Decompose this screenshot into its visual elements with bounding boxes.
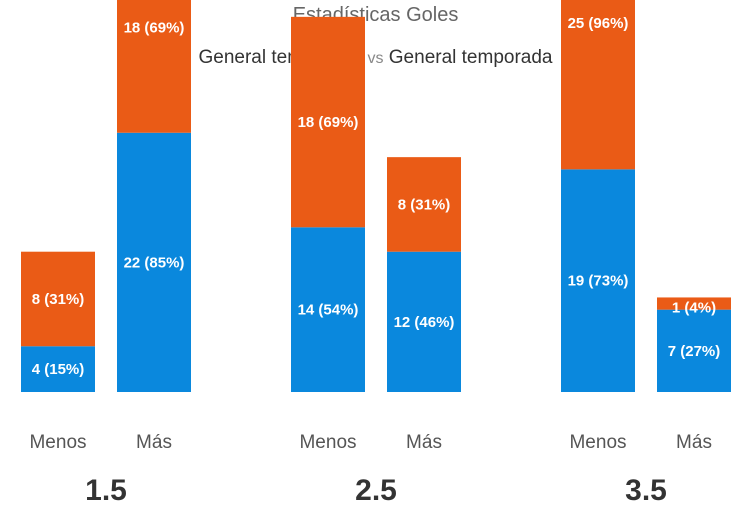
bar-home-1.5-más[interactable] xyxy=(117,132,191,392)
bar-home-value-label: 12 (46%) xyxy=(394,314,455,331)
bar-away-value-label: 1 (4%) xyxy=(672,299,716,316)
bar-home-3.5-menos[interactable] xyxy=(561,169,635,392)
bar-home-value-label: 19 (73%) xyxy=(568,273,629,290)
vs-label: vs xyxy=(367,50,384,67)
category-label-más: Más xyxy=(136,432,172,453)
category-label-menos: Menos xyxy=(29,432,86,453)
bar-away-value-label: 8 (31%) xyxy=(398,196,451,213)
bar-home-2.5-más[interactable] xyxy=(387,251,461,392)
bar-away-value-label: 18 (69%) xyxy=(124,20,185,37)
bar-away-1.5-más[interactable] xyxy=(117,0,191,133)
bar-away-value-label: 8 (31%) xyxy=(32,291,85,308)
bar-home-3.5-más[interactable] xyxy=(657,309,731,392)
bar-away-1.5-menos[interactable] xyxy=(21,251,95,347)
bar-away-value-label: 18 (69%) xyxy=(298,114,359,131)
bar-home-value-label: 14 (54%) xyxy=(298,302,359,319)
bar-away-2.5-más[interactable] xyxy=(387,157,461,252)
goal-line-label-2.5: 2.5 xyxy=(355,474,397,507)
bar-home-value-label: 7 (27%) xyxy=(668,343,721,360)
bar-away-2.5-menos[interactable] xyxy=(291,16,365,228)
bar-home-value-label: 22 (85%) xyxy=(124,254,185,271)
bar-home-value-label: 4 (15%) xyxy=(32,361,85,378)
bar-home-2.5-menos[interactable] xyxy=(291,227,365,392)
category-label-más: Más xyxy=(406,432,442,453)
goal-line-label-3.5: 3.5 xyxy=(625,474,667,507)
goal-line-label-1.5: 1.5 xyxy=(85,474,127,507)
bar-home-1.5-menos[interactable] xyxy=(21,346,95,392)
category-label-más: Más xyxy=(676,432,712,453)
bar-away-3.5-menos[interactable] xyxy=(561,0,635,170)
category-label-menos: Menos xyxy=(569,432,626,453)
bar-away-value-label: 25 (96%) xyxy=(568,15,629,32)
bar-away-3.5-más[interactable] xyxy=(657,297,731,310)
away-filter-label[interactable]: General temporada xyxy=(388,47,553,68)
category-label-menos: Menos xyxy=(299,432,356,453)
